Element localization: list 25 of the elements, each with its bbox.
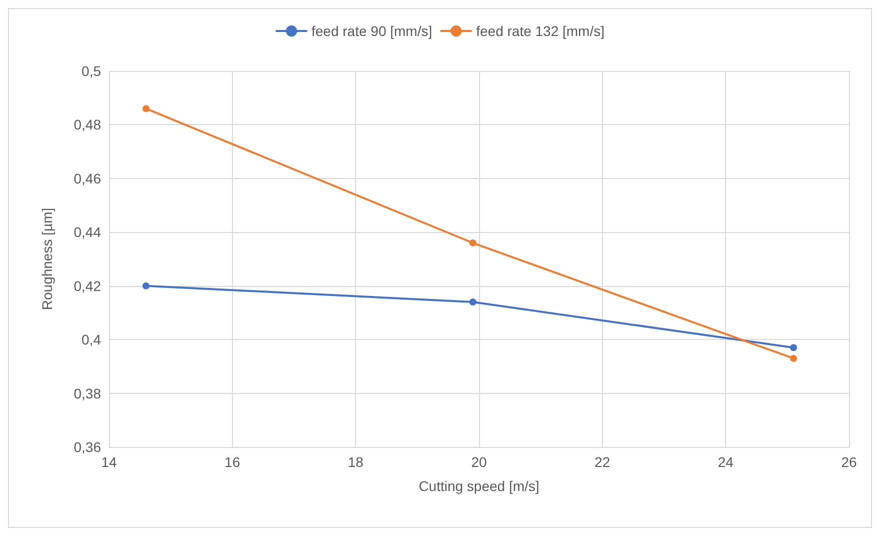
x-tick-label: 24 [718, 454, 734, 470]
point [142, 105, 150, 112]
x-tick-label: 20 [471, 454, 487, 470]
x-tick-label: 14 [101, 454, 117, 470]
x-axis-title: Cutting speed [m/s] [418, 478, 540, 494]
y-tick-label: 0,36 [74, 439, 102, 455]
y-tick-label: 0,46 [74, 170, 102, 186]
y-tick-label: 0,38 [74, 385, 102, 402]
point [142, 282, 150, 290]
legend-label: feed rate 132 [mm/s] [476, 23, 605, 39]
y-tick-label: 0,44 [74, 224, 102, 240]
y-tick-label: 0,42 [74, 278, 102, 294]
y-tick-label: 0,48 [74, 116, 102, 133]
y-tick-label: 0,4 [82, 332, 102, 348]
x-tick-label: 26 [841, 454, 857, 470]
point [469, 239, 476, 246]
point [469, 298, 476, 306]
point [790, 344, 797, 352]
legend-label: feed rate 90 [mm/s] [312, 23, 432, 39]
x-tick-label: 16 [224, 454, 240, 470]
y-axis-title: Roughness [µm] [39, 208, 55, 310]
point [790, 354, 797, 362]
x-tick-label: 18 [348, 454, 364, 470]
y-tick-label: 0,5 [82, 63, 102, 79]
x-tick-label: 22 [594, 454, 610, 470]
